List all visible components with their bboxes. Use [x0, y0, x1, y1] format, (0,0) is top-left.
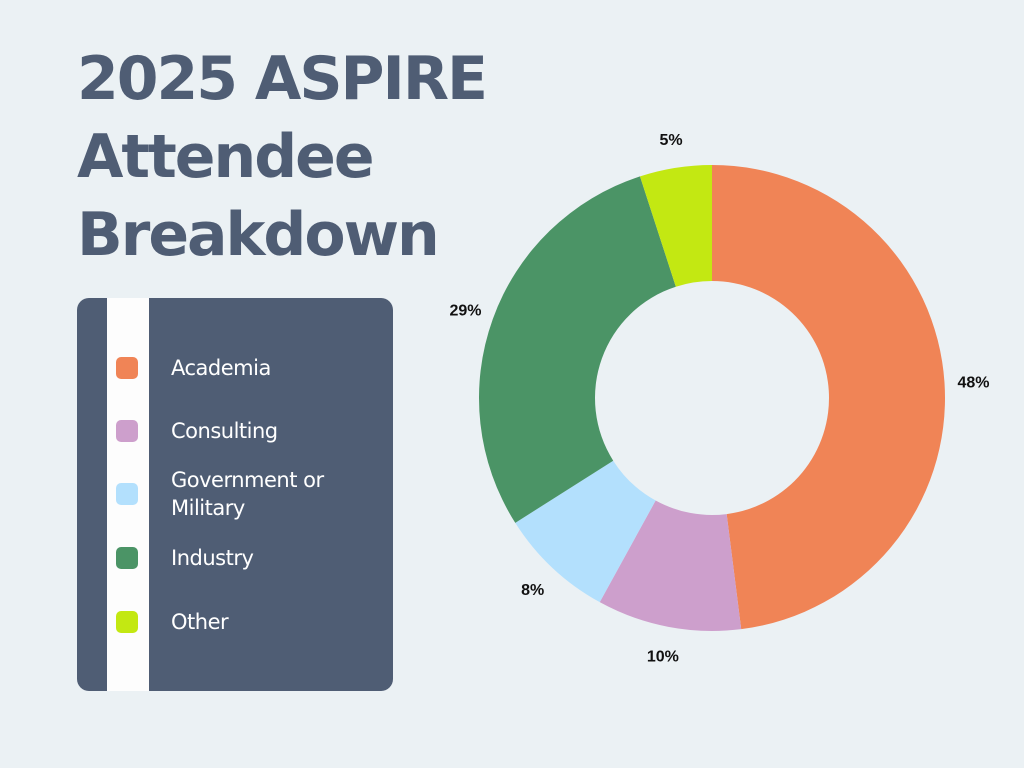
legend-label-government-or-military: Government or Military — [171, 468, 324, 520]
chart-legend: Academia Consulting Government or Milita… — [77, 298, 393, 691]
legend-item-industry: Industry — [77, 546, 393, 570]
donut-slice-academia — [712, 165, 946, 630]
data-label-industry: 29% — [449, 302, 481, 319]
legend-item-academia: Academia — [77, 356, 393, 380]
donut-labels: 48% 10% 8% 29% 5% — [449, 132, 989, 665]
page-title: 2025 ASPIRE Attendee Breakdown — [77, 40, 488, 274]
donut-slices — [478, 165, 946, 631]
title-line-1: 2025 ASPIRE — [77, 44, 488, 114]
donut-slice-consulting — [599, 500, 742, 631]
legend-swatch-academia — [116, 357, 138, 379]
legend-label-consulting: Consulting — [171, 419, 278, 443]
data-label-other: 5% — [659, 132, 682, 149]
data-label-government-or-military: 8% — [521, 582, 544, 599]
legend-label-industry: Industry — [171, 546, 254, 570]
legend-label-academia: Academia — [171, 356, 271, 380]
legend-swatch-industry — [116, 547, 138, 569]
legend-swatch-other — [116, 611, 138, 633]
title-line-2: Attendee — [77, 122, 375, 192]
legend-swatch-consulting — [116, 420, 138, 442]
legend-item-consulting: Consulting — [77, 419, 393, 443]
legend-item-other: Other — [77, 610, 393, 634]
donut-slice-government-or-military — [515, 460, 656, 603]
donut-slice-other — [639, 165, 712, 287]
data-label-academia: 48% — [957, 375, 989, 392]
title-line-3: Breakdown — [77, 200, 440, 270]
legend-swatch-government-or-military — [116, 483, 138, 505]
data-label-consulting: 10% — [647, 648, 679, 665]
legend-item-government-or-military: Government or Military — [77, 468, 393, 520]
legend-label-other: Other — [171, 610, 229, 634]
donut-slice-industry — [478, 176, 676, 523]
